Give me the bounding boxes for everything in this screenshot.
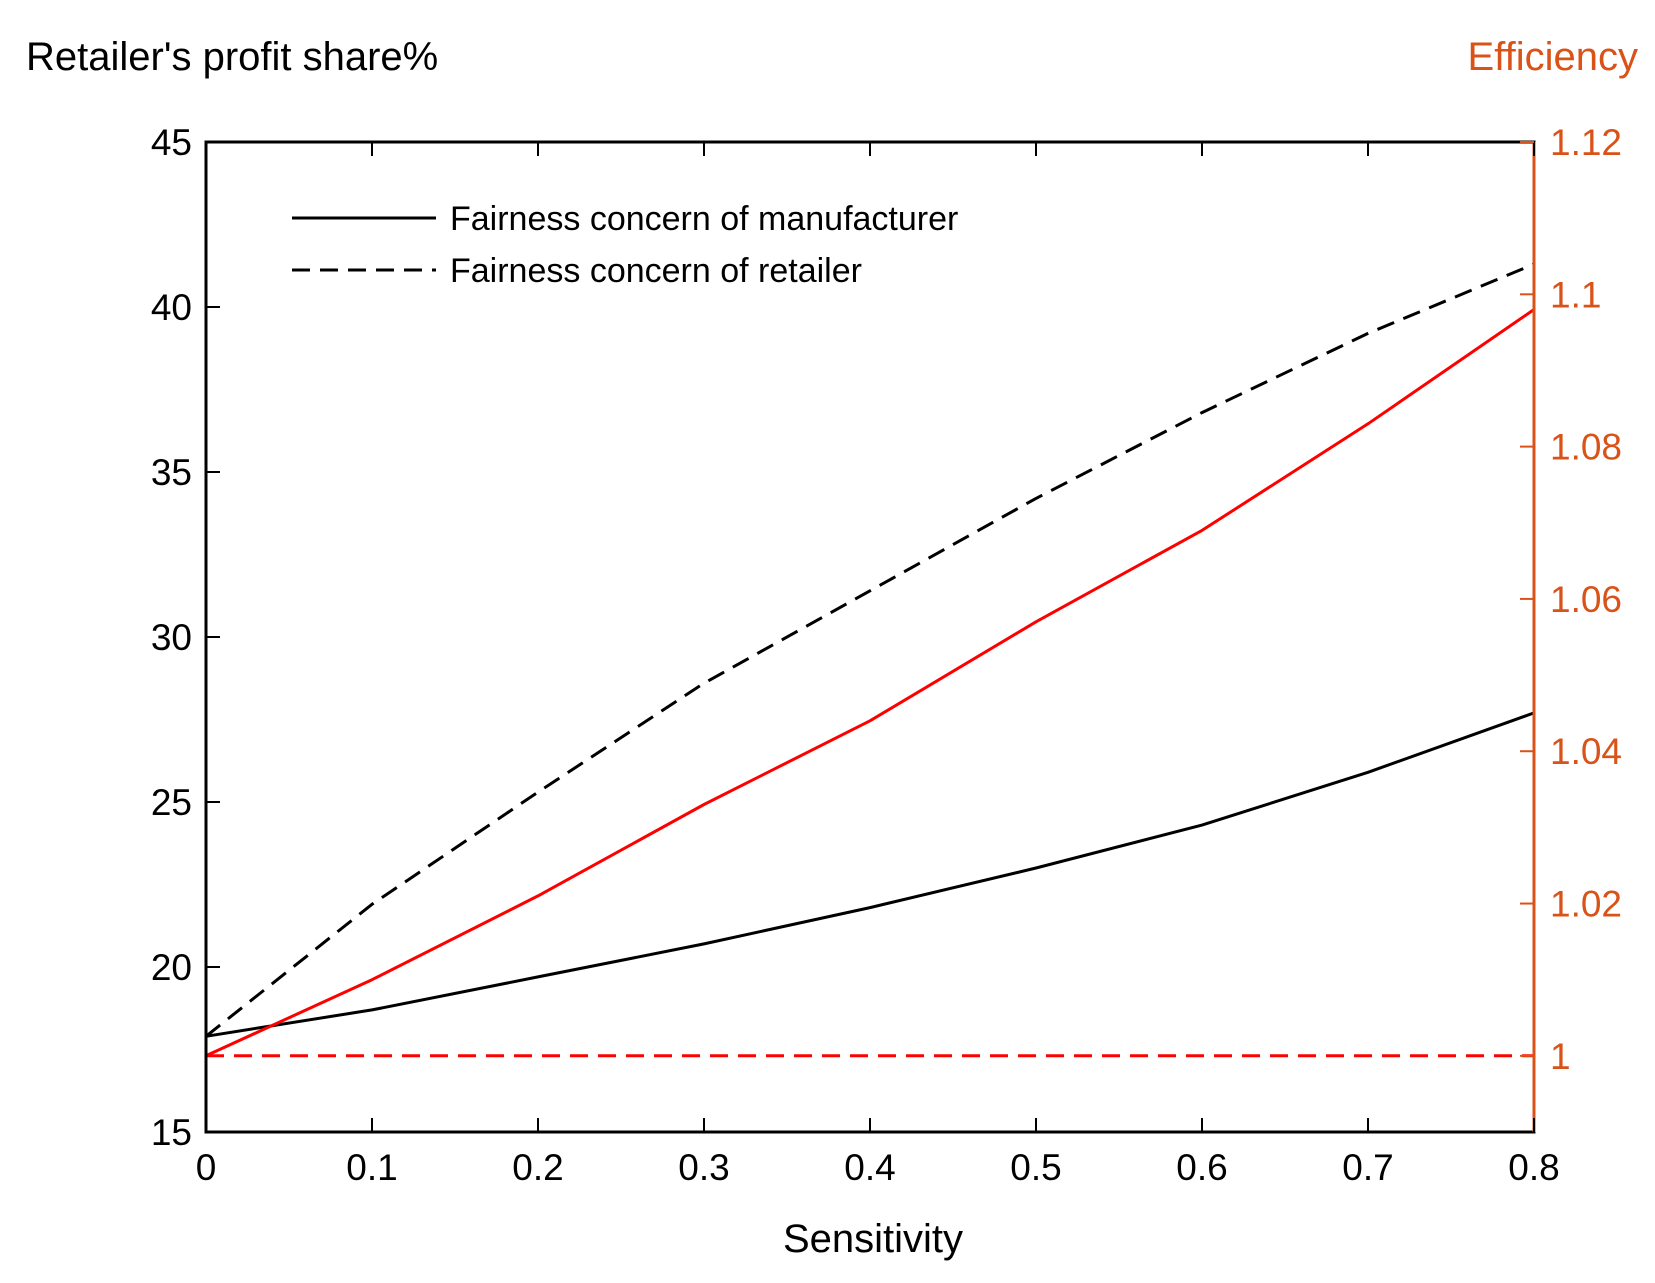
y-left-tick-label: 40	[151, 287, 192, 328]
x-tick-label: 0.5	[1010, 1147, 1061, 1188]
y-left-tick-label: 35	[151, 452, 192, 493]
x-axis-title: Sensitivity	[783, 1217, 963, 1261]
y-right-tick-label: 1.02	[1550, 884, 1622, 925]
axis-ticks: 0 0.1 0.2 0.3 0.4 0.5 0.6 0.7 0.8 15 20 25 30 35 40 45 1…	[151, 122, 1622, 1188]
y-right-tick-label: 1.1	[1550, 274, 1601, 315]
y-left-tick-label: 30	[151, 617, 192, 658]
x-tick-label: 0.2	[512, 1147, 563, 1188]
x-tick-label: 0	[196, 1147, 217, 1188]
series-line-efficiency-manufacturer-fairness	[205, 308, 1535, 1058]
x-tick-label: 0.8	[1508, 1147, 1559, 1188]
y-left-tick-label: 25	[151, 782, 192, 823]
y-left-tick-label: 20	[151, 947, 192, 988]
series-line-fairness-concern-of-retailer	[205, 262, 1535, 1038]
series-group	[205, 262, 1535, 1058]
y-right-tick-label: 1.12	[1550, 122, 1622, 163]
x-tick-label: 0.3	[678, 1147, 729, 1188]
x-tick-label: 0.4	[844, 1147, 895, 1188]
x-tick-label: 0.1	[346, 1147, 397, 1188]
legend: Fairness concern of manufacturer Fairness…	[292, 200, 958, 290]
series-line-fairness-concern-of-manufacturer	[205, 711, 1535, 1038]
x-tick-label: 0.7	[1342, 1147, 1393, 1188]
legend-entry-label: Fairness concern of manufacturer	[450, 200, 958, 238]
x-tick-label: 0.6	[1176, 1147, 1227, 1188]
y-right-tick-label: 1.04	[1550, 731, 1622, 772]
y-right-tick-label: 1	[1550, 1036, 1571, 1077]
y-right-tick-label: 1.08	[1550, 427, 1622, 468]
y-left-tick-label: 45	[151, 122, 192, 163]
y-right-tick-label: 1.06	[1550, 579, 1622, 620]
legend-entry-label: Fairness concern of retailer	[450, 252, 862, 290]
y-left-tick-label: 15	[151, 1112, 192, 1153]
left-axis-title: Retailer's profit share%	[26, 35, 438, 79]
plot-area-frame	[204, 140, 1536, 1134]
right-axis-title: Efficiency	[1468, 35, 1638, 79]
